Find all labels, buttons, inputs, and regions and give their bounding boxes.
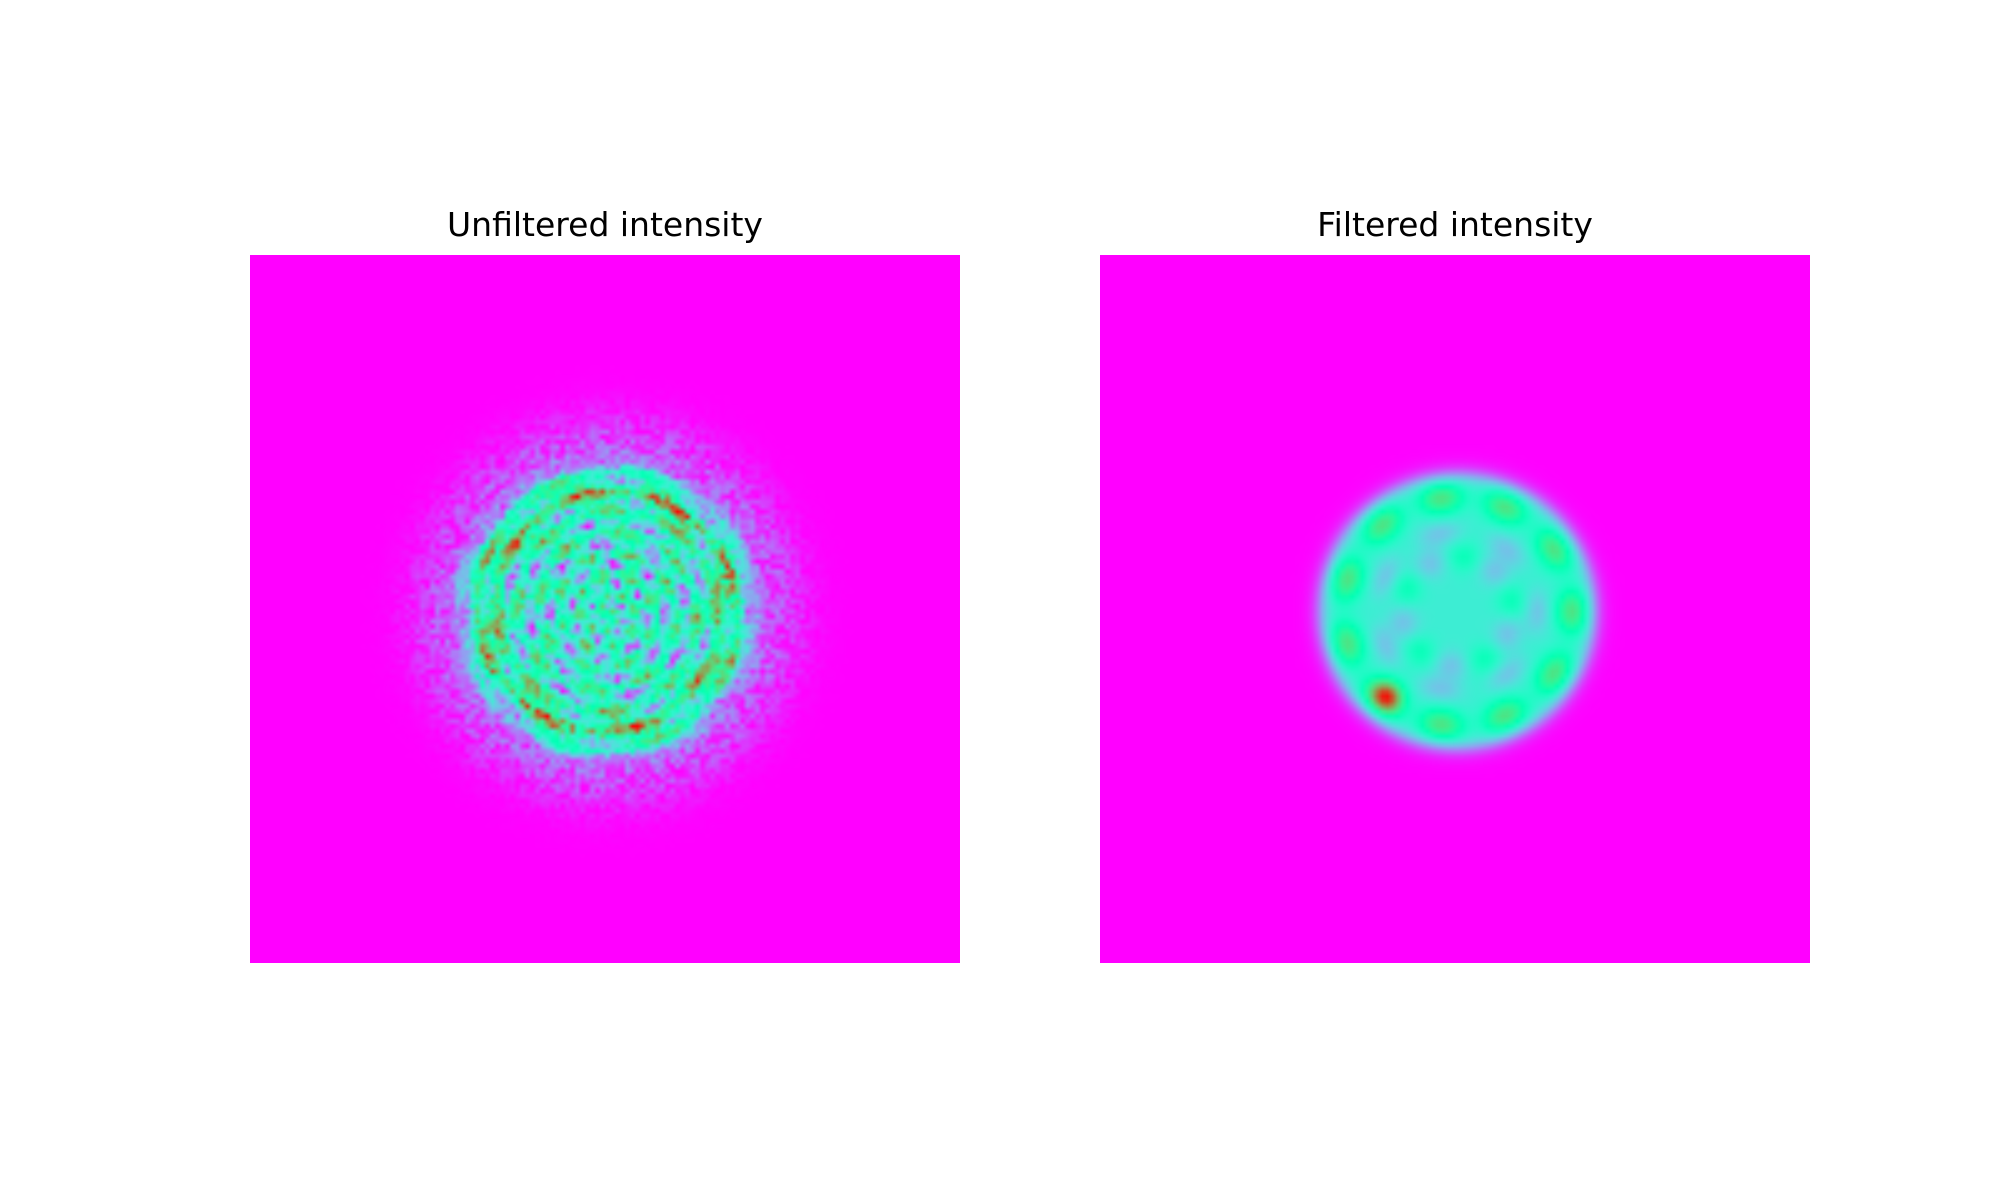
- filtered-heatmap: [1100, 255, 1810, 963]
- filtered-title: Filtered intensity: [1317, 205, 1593, 244]
- unfiltered-title: Unfiltered intensity: [447, 205, 763, 244]
- unfiltered-heatmap: [250, 255, 960, 963]
